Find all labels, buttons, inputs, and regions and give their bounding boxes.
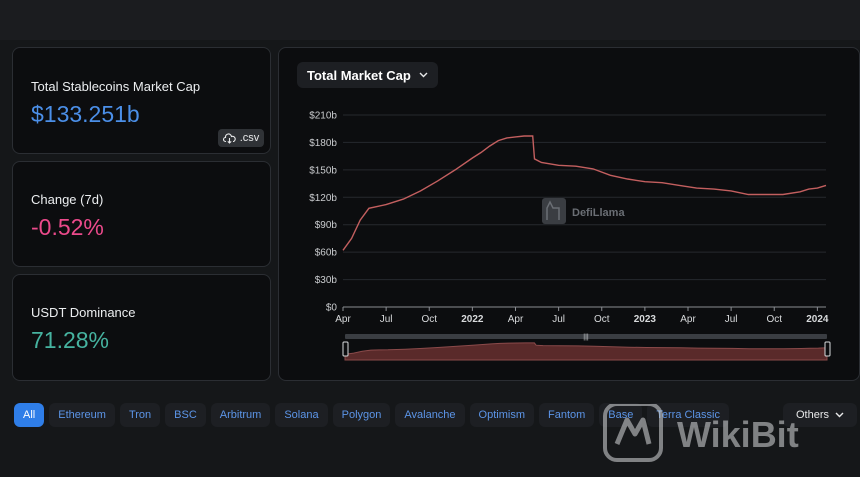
tab-all[interactable]: All (14, 403, 45, 427)
others-dropdown[interactable]: Others (783, 403, 857, 427)
x-tick-label: Oct (421, 314, 437, 325)
y-tick-label: $30b (315, 275, 338, 286)
chart-watermark: DefiLlama (542, 198, 625, 224)
page-footer (0, 437, 860, 477)
y-tick-label: $90b (315, 220, 338, 231)
y-tick-label: $150b (309, 165, 337, 176)
llama-silhouette (546, 200, 560, 220)
stat-card-change-7d: Change (7d) -0.52% (12, 161, 271, 267)
y-tick-label: $0 (326, 303, 338, 314)
chart-card: Total Market Cap DefiLlama $0 $30b $60b $90… (278, 47, 860, 381)
stat-card-market-cap: Total Stablecoins Market Cap $133.251b .… (12, 47, 271, 154)
x-tick-label: Oct (594, 314, 610, 325)
chevron-down-icon (835, 412, 844, 418)
chart-type-dropdown[interactable]: Total Market Cap (297, 62, 438, 88)
y-tick-label: $180b (309, 138, 337, 149)
tab-terra-classic[interactable]: Terra Classic (647, 403, 729, 427)
csv-label: .csv (239, 132, 260, 144)
chart-type-label: Total Market Cap (307, 67, 411, 83)
brush-handle-bar (345, 334, 827, 339)
x-tick-label: Jul (552, 314, 565, 325)
stat-value: 71.28% (31, 327, 110, 353)
stat-value: $133.251b (31, 101, 140, 127)
market-cap-line (342, 135, 827, 251)
others-label: Others (795, 409, 829, 421)
tab-base[interactable]: Base (599, 403, 643, 427)
brush-area (344, 342, 828, 361)
stat-label: Total Stablecoins Market Cap (31, 79, 201, 94)
x-tick-label: 2023 (634, 314, 657, 325)
tab-avalanche[interactable]: Avalanche (395, 403, 465, 427)
x-tick-label: Apr (508, 314, 524, 325)
y-tick-label: $120b (309, 193, 337, 204)
range-brush[interactable]: ||| (342, 334, 831, 361)
tab-tron[interactable]: Tron (119, 403, 161, 427)
x-tick-label: Jul (380, 314, 393, 325)
x-tick-label: Apr (335, 314, 351, 325)
tab-optimism[interactable]: Optimism (469, 403, 534, 427)
x-tick-label: 2024 (806, 314, 829, 325)
tab-solana[interactable]: Solana (275, 403, 328, 427)
brush-grip-icon: ||| (583, 334, 589, 341)
y-tick-label: $210b (309, 111, 337, 122)
brush-left-handle (342, 341, 349, 357)
stat-label: USDT Dominance (31, 305, 136, 320)
x-tick-label: 2022 (461, 314, 484, 325)
x-tick-label: Apr (680, 314, 696, 325)
x-tick-label: Jul (725, 314, 738, 325)
cloud-download-icon (222, 132, 236, 144)
chevron-down-icon (419, 72, 428, 78)
tab-ethereum[interactable]: Ethereum (49, 403, 115, 427)
tab-bsc[interactable]: BSC (165, 403, 206, 427)
stat-label: Change (7d) (31, 192, 104, 207)
brush-right-handle (824, 341, 831, 357)
tab-arbitrum[interactable]: Arbitrum (210, 403, 271, 427)
csv-download-button[interactable]: .csv (218, 129, 264, 147)
top-bar (0, 0, 860, 40)
market-cap-chart[interactable]: DefiLlama $0 $30b $60b $90b $120b $150b $180b $… (279, 48, 859, 380)
chart-watermark-text: DefiLlama (572, 207, 625, 219)
tab-fantom[interactable]: Fantom (539, 403, 595, 427)
stat-card-usdt-dominance: USDT Dominance 71.28% (12, 274, 271, 381)
y-tick-label: $60b (315, 248, 338, 259)
llama-logo-icon (542, 198, 566, 224)
chain-tabs: All Ethereum Tron BSC Arbitrum Solana Polygon A… (14, 403, 729, 427)
stat-value: -0.52% (31, 214, 104, 240)
x-tick-label: Oct (766, 314, 782, 325)
tab-polygon[interactable]: Polygon (332, 403, 391, 427)
